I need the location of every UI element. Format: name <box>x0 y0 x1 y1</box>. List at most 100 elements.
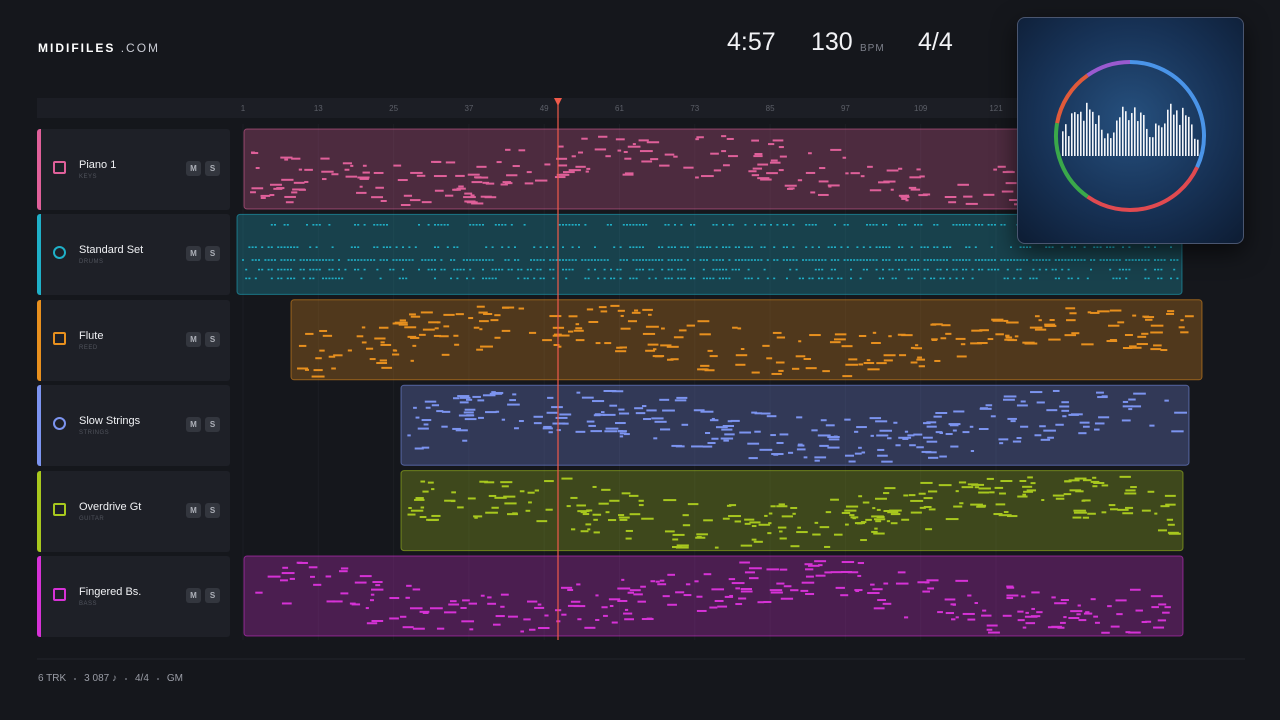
mute-button[interactable]: M <box>186 161 201 176</box>
note <box>827 277 830 280</box>
note <box>997 268 1000 271</box>
note <box>768 512 773 515</box>
note <box>986 477 994 480</box>
note <box>833 338 846 341</box>
note <box>539 259 542 261</box>
album-art <box>1017 17 1244 244</box>
ruler-bar <box>37 98 1210 118</box>
note <box>622 259 625 261</box>
note <box>1144 277 1147 280</box>
track-header: Overdrive Gt GUITAR M S <box>37 470 230 552</box>
solo-button[interactable]: S <box>205 246 220 262</box>
note <box>632 277 635 280</box>
note <box>359 185 363 188</box>
solo-button[interactable]: S <box>205 161 220 176</box>
note <box>592 485 597 488</box>
note <box>1078 619 1087 622</box>
note <box>430 268 433 271</box>
note <box>790 506 798 509</box>
spectrum-bar <box>1086 102 1088 156</box>
note <box>814 521 819 524</box>
note <box>453 246 456 248</box>
mute-button[interactable]: M <box>186 246 201 262</box>
note <box>830 498 839 501</box>
note <box>704 369 715 372</box>
note <box>312 259 315 261</box>
note <box>926 421 937 424</box>
note <box>1058 277 1060 280</box>
note <box>705 432 711 435</box>
status-item: 4/4 <box>134 673 149 684</box>
note <box>575 165 586 168</box>
note <box>430 259 433 261</box>
note <box>445 161 456 164</box>
note <box>382 246 385 248</box>
note <box>398 323 408 326</box>
note <box>407 513 416 516</box>
note <box>463 411 474 414</box>
note <box>792 224 795 226</box>
note <box>680 246 683 248</box>
note <box>453 268 456 271</box>
clip[interactable] <box>290 299 1203 381</box>
note <box>824 259 827 261</box>
mute-button[interactable]: M <box>186 588 201 603</box>
clip[interactable] <box>400 384 1190 466</box>
note <box>979 407 992 410</box>
note <box>1063 616 1067 619</box>
note <box>609 499 620 502</box>
note <box>830 571 843 574</box>
note <box>331 268 334 271</box>
note <box>886 520 891 523</box>
note <box>1154 259 1156 261</box>
note <box>944 195 957 198</box>
note <box>321 178 327 181</box>
note <box>913 347 923 350</box>
note <box>482 224 484 226</box>
mute-button[interactable]: M <box>186 417 201 433</box>
mute-button[interactable]: M <box>186 502 201 518</box>
note <box>565 259 568 261</box>
playhead-handle[interactable] <box>554 98 562 106</box>
spectrum-bar <box>1098 115 1100 156</box>
note <box>514 246 516 248</box>
note <box>952 259 955 261</box>
solo-button[interactable]: S <box>205 502 220 518</box>
solo-button[interactable]: S <box>205 417 220 433</box>
clip[interactable] <box>400 470 1184 552</box>
note <box>709 277 712 280</box>
note <box>855 590 860 593</box>
note <box>881 460 893 463</box>
note <box>512 393 517 396</box>
note <box>565 277 568 280</box>
clip[interactable] <box>243 555 1184 637</box>
solo-button[interactable]: S <box>205 331 220 347</box>
clip[interactable] <box>236 213 1183 295</box>
note <box>557 345 562 348</box>
note <box>898 259 900 261</box>
note <box>860 175 865 178</box>
note <box>1019 480 1027 483</box>
note <box>578 224 580 226</box>
note <box>682 524 691 527</box>
note <box>510 224 513 226</box>
note <box>466 259 468 261</box>
note <box>328 268 331 271</box>
note <box>702 259 705 261</box>
note <box>594 148 607 151</box>
note <box>472 395 481 398</box>
mute-button[interactable]: M <box>186 331 201 347</box>
note <box>715 259 718 261</box>
note <box>898 167 903 170</box>
note <box>926 425 937 428</box>
note <box>646 141 660 144</box>
solo-button[interactable]: S <box>205 588 220 603</box>
note <box>491 246 494 248</box>
note <box>270 246 273 248</box>
note <box>781 515 794 518</box>
note <box>1074 259 1076 261</box>
note <box>843 224 846 226</box>
note <box>469 259 472 261</box>
note <box>937 611 943 614</box>
note <box>1006 268 1009 271</box>
